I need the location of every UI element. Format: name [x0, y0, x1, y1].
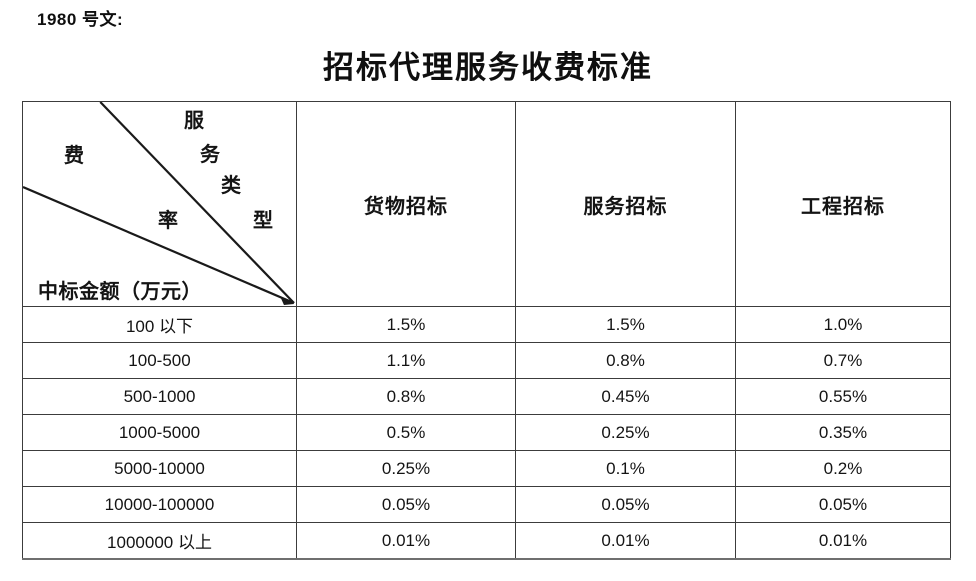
- fee-standard-table: 服 务 类 型 费 率 中标金额（万元） 货物招标 服务招标 工程招标 100 …: [22, 101, 951, 560]
- corner-rate-char: 率: [158, 210, 178, 232]
- table-row: 1000000 以上 0.01% 0.01% 0.01%: [22, 522, 951, 560]
- rate-cell-goods: 1.1%: [296, 342, 516, 379]
- rate-cell-goods: 0.25%: [296, 450, 516, 487]
- rate-cell-works: 0.35%: [735, 414, 951, 451]
- table-row: 100 以下 1.5% 1.5% 1.0%: [22, 306, 951, 343]
- rate-cell-goods: 0.01%: [296, 522, 516, 560]
- rate-cell-works: 0.7%: [735, 342, 951, 379]
- rate-cell-goods: 0.05%: [296, 486, 516, 523]
- amount-range-cell: 100 以下: [22, 306, 297, 343]
- table-row: 10000-100000 0.05% 0.05% 0.05%: [22, 486, 951, 523]
- rate-cell-goods: 1.5%: [296, 306, 516, 343]
- table-row: 1000-5000 0.5% 0.25% 0.35%: [22, 414, 951, 451]
- corner-service-type-char: 型: [253, 210, 273, 232]
- corner-service-type-char: 服: [184, 110, 204, 132]
- table-row: 500-1000 0.8% 0.45% 0.55%: [22, 378, 951, 415]
- doc-number-label: 1980 号文:: [37, 10, 124, 29]
- amount-range-cell: 500-1000: [22, 378, 297, 415]
- rate-cell-goods: 0.8%: [296, 378, 516, 415]
- rate-cell-services: 0.1%: [515, 450, 736, 487]
- rate-cell-services: 1.5%: [515, 306, 736, 343]
- rate-cell-goods: 0.5%: [296, 414, 516, 451]
- rate-cell-services: 0.25%: [515, 414, 736, 451]
- table-row: 5000-10000 0.25% 0.1% 0.2%: [22, 450, 951, 487]
- arrowhead-icon: [279, 296, 294, 305]
- table-header-row: 服 务 类 型 费 率 中标金额（万元） 货物招标 服务招标 工程招标: [22, 101, 951, 307]
- table-body: 100 以下 1.5% 1.5% 1.0% 100-500 1.1% 0.8% …: [22, 306, 951, 560]
- column-header-goods: 货物招标: [296, 101, 516, 307]
- diagonal-divider-lines: [23, 102, 295, 305]
- rate-cell-works: 0.05%: [735, 486, 951, 523]
- table-row: 100-500 1.1% 0.8% 0.7%: [22, 342, 951, 379]
- rate-cell-services: 0.8%: [515, 342, 736, 379]
- amount-range-cell: 10000-100000: [22, 486, 297, 523]
- amount-range-cell: 1000000 以上: [22, 522, 297, 560]
- corner-service-type-char: 类: [221, 175, 241, 197]
- column-header-services: 服务招标: [515, 101, 736, 307]
- corner-service-type-char: 务: [200, 144, 220, 166]
- rate-cell-services: 0.45%: [515, 378, 736, 415]
- column-header-works: 工程招标: [735, 101, 951, 307]
- rate-cell-works: 1.0%: [735, 306, 951, 343]
- amount-axis-label: 中标金额（万元）: [38, 281, 202, 303]
- amount-range-cell: 1000-5000: [22, 414, 297, 451]
- rate-cell-works: 0.55%: [735, 378, 951, 415]
- rate-cell-services: 0.01%: [515, 522, 736, 560]
- corner-header-cell: 服 务 类 型 费 率 中标金额（万元）: [22, 101, 297, 307]
- rate-cell-services: 0.05%: [515, 486, 736, 523]
- amount-range-cell: 100-500: [22, 342, 297, 379]
- rate-cell-works: 0.01%: [735, 522, 951, 560]
- corner-rate-char: 费: [64, 145, 84, 167]
- amount-range-cell: 5000-10000: [22, 450, 297, 487]
- page-title: 招标代理服务收费标准: [323, 50, 653, 85]
- rate-cell-works: 0.2%: [735, 450, 951, 487]
